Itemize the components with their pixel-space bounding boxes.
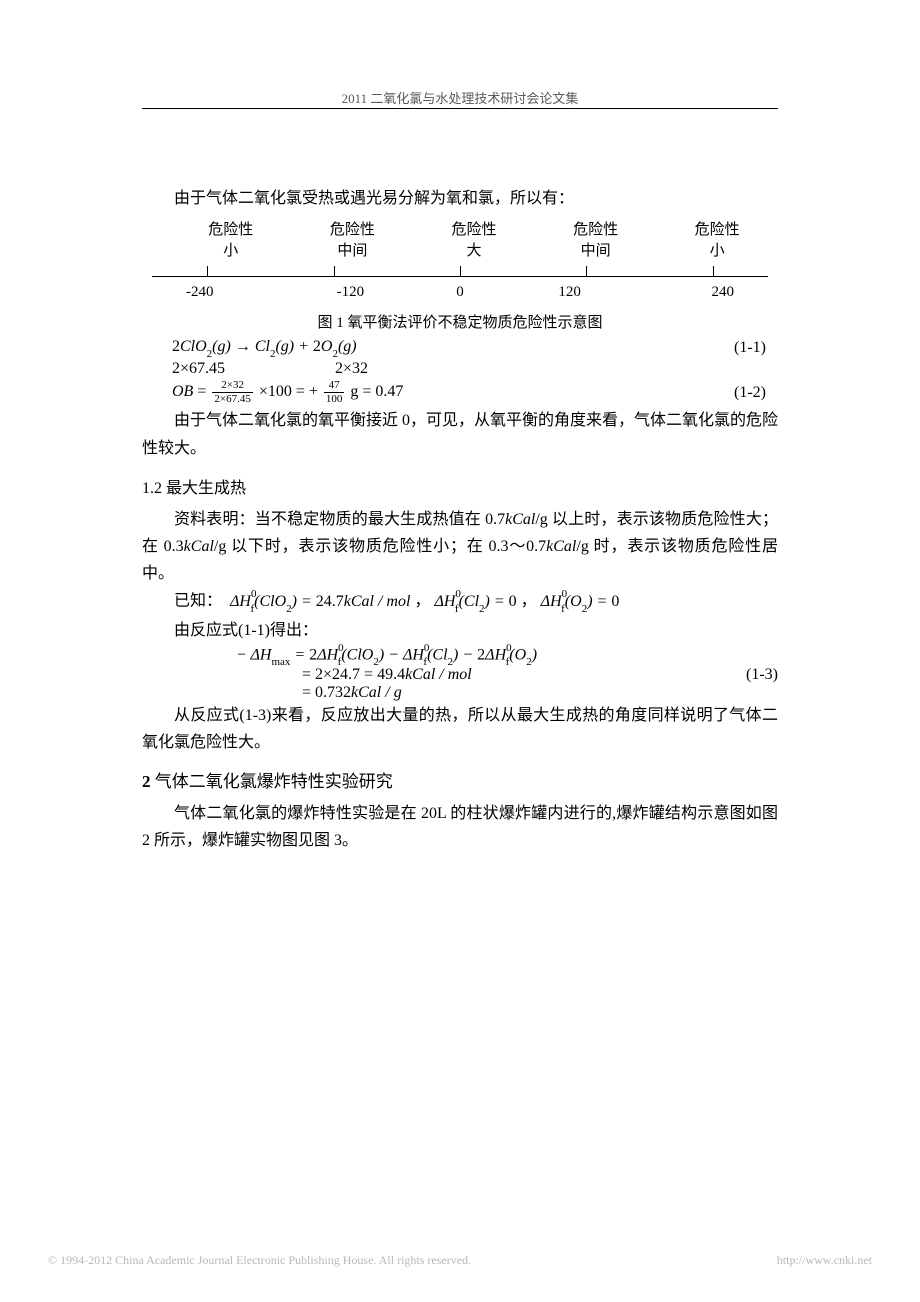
diagram-label: 危险性 — [292, 218, 414, 239]
diagram-label: 危险性 — [413, 218, 535, 239]
tick-value: -120 — [296, 284, 406, 301]
footer-url: http://www.cnki.net — [777, 1253, 872, 1268]
tick-value: 240 — [624, 284, 768, 301]
tick-value: 0 — [405, 284, 515, 301]
page-footer: © 1994-2012 China Academic Journal Elect… — [48, 1253, 872, 1268]
sep: ， — [521, 593, 541, 610]
tick-value: 120 — [515, 284, 625, 301]
mass-left: 2×67.45 — [172, 360, 225, 377]
mass-right: 2×32 — [335, 360, 368, 377]
diagram-sublabel: 中间 — [292, 239, 414, 260]
eq-mid: ×100 = + — [259, 384, 318, 401]
sec12-para1: 资料表明：当不稳定物质的最大生成热值在 0.7kCal/g 以上时，表示该物质危… — [142, 506, 778, 588]
frac-d: 100 — [324, 393, 345, 405]
running-header: 2011 二氧化氯与水处理技术研讨会论文集 — [0, 88, 920, 107]
frac-n: 47 — [324, 380, 345, 393]
diagram-axis — [152, 264, 768, 282]
subsection-1-2-title: 1.2 最大生成热 — [142, 474, 778, 498]
eq-number: (1-1) — [734, 339, 778, 357]
sec2-para1: 气体二氧化氯的爆炸特性实验是在 20L 的柱状爆炸罐内进行的,爆炸罐结构示意图如… — [142, 800, 778, 854]
section-number: 2 — [142, 772, 151, 791]
figure-1-caption: 图 1 氧平衡法评价不稳定物质危险性示意图 — [142, 311, 778, 332]
derive-intro: 由反应式(1-1)得出： — [142, 617, 778, 644]
tick-value: -240 — [152, 284, 296, 301]
para-oxygen-balance-conclusion: 由于气体二氧化氯的氧平衡接近 0，可见，从氧平衡的角度来看，气体二氧化氯的危险性… — [142, 407, 778, 461]
eq-ob: OB = 2×322×67.45 ×100 = + 47100 g = 0.47 — [142, 380, 734, 405]
eq-number: (1-2) — [734, 384, 778, 402]
frac-d: 2×67.45 — [212, 393, 252, 405]
equation-1-2: OB = 2×322×67.45 ×100 = + 47100 g = 0.47… — [142, 380, 778, 405]
diagram-sublabel: 小 — [170, 239, 292, 260]
axis-values: -240 -120 0 120 240 — [152, 284, 768, 301]
sep: ， — [414, 593, 434, 610]
diagram-label: 危险性 — [170, 218, 292, 239]
eq-chem: 2ClO2(g) → Cl2(g) + 2O2(g) — [142, 338, 734, 358]
diagram-top-labels: 危险性 危险性 危险性 危险性 危险性 — [170, 218, 778, 239]
diagram-label: 危险性 — [656, 218, 778, 239]
diagram-label: 危险性 — [535, 218, 657, 239]
diagram-sublabel: 大 — [413, 239, 535, 260]
eq-number: (1-3) — [746, 666, 778, 684]
axis-tick — [586, 266, 587, 276]
axis-tick — [334, 266, 335, 276]
intro-line: 由于气体二氧化氯受热或遇光易分解为氧和氯，所以有： — [142, 185, 778, 212]
diagram-sublabel: 小 — [656, 239, 778, 260]
known-values: 已知： ΔH0f(ClO2) = 24.7kCal / mol ， ΔH0f(C… — [142, 587, 778, 616]
diagram-sublabel: 中间 — [535, 239, 657, 260]
eq-masses: 2×67.45 2×32 — [142, 360, 766, 378]
equation-1-1-masses: 2×67.45 2×32 — [142, 360, 778, 378]
equation-1-1: 2ClO2(g) → Cl2(g) + 2O2(g) (1-1) — [142, 338, 778, 358]
frac-n: 2×32 — [212, 380, 252, 393]
axis-line — [152, 276, 768, 277]
known-prefix: 已知： — [174, 593, 222, 610]
section-title-text: 气体二氧化氯爆炸特性实验研究 — [151, 772, 393, 791]
eq13-line3: = 0.732kCal / g — [236, 684, 778, 702]
sec12-conclusion: 从反应式(1-3)来看，反应放出大量的热，所以从最大生成热的角度同样说明了气体二… — [142, 702, 778, 756]
axis-tick — [460, 266, 461, 276]
diagram-sub-labels: 小 中间 大 中间 小 — [170, 239, 778, 260]
eq13-line2: = 2×24.7 = 49.4kCal / mol — [236, 666, 746, 684]
header-rule — [142, 108, 778, 109]
eq13-line1: − ΔHmax = 2ΔH0f(ClO2) − ΔH0f(Cl2) − 2ΔH0… — [236, 644, 778, 667]
section-2-title: 2 气体二氧化氯爆炸特性实验研究 — [142, 767, 778, 792]
header-title: 2011 二氧化氯与水处理技术研讨会论文集 — [342, 91, 579, 106]
axis-tick — [207, 266, 208, 276]
equation-1-3: − ΔHmax = 2ΔH0f(ClO2) − ΔH0f(Cl2) − 2ΔH0… — [142, 644, 778, 703]
axis-tick — [713, 266, 714, 276]
eq-suffix: g = 0.47 — [350, 384, 403, 401]
page-content: 由于气体二氧化氯受热或遇光易分解为氧和氯，所以有： 危险性 危险性 危险性 危险… — [142, 185, 778, 854]
footer-copyright: © 1994-2012 China Academic Journal Elect… — [48, 1253, 471, 1268]
oxygen-balance-diagram: 危险性 危险性 危险性 危险性 危险性 小 中间 大 中间 小 -240 -12… — [142, 218, 778, 332]
